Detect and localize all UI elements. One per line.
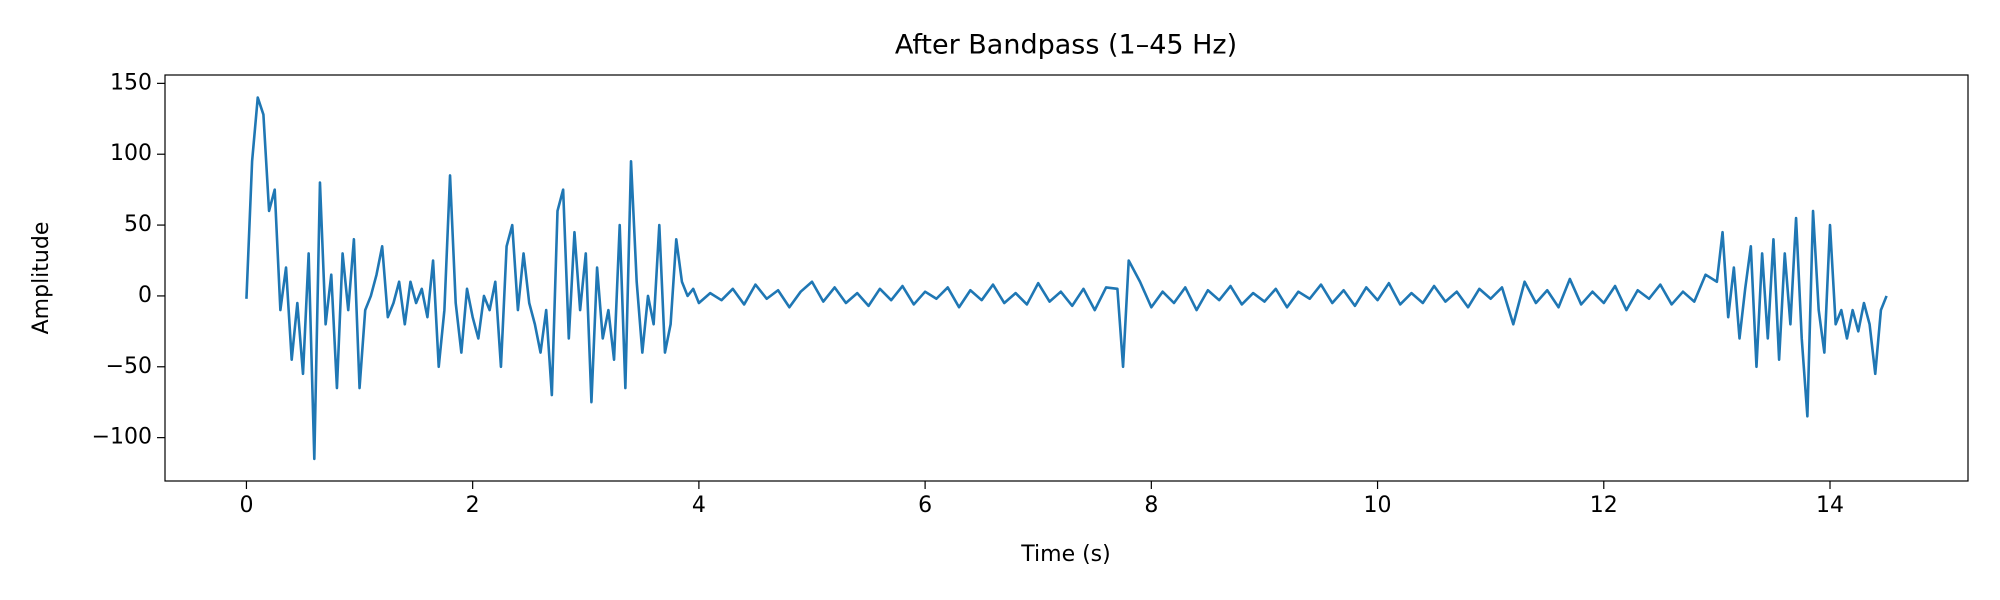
y-tick-label: 100 — [110, 141, 152, 166]
x-tick-label: 6 — [918, 493, 932, 518]
x-tick-label: 4 — [692, 493, 706, 518]
y-tick-label: −50 — [106, 354, 152, 379]
x-tick-label: 0 — [239, 493, 253, 518]
y-axis-label: Amplitude — [29, 222, 54, 335]
y-tick-label: 0 — [138, 283, 152, 308]
signal-line — [245, 96, 1888, 461]
x-tick-label: 10 — [1364, 493, 1392, 518]
y-tick-label: −100 — [92, 425, 152, 450]
x-tick-label: 14 — [1816, 493, 1844, 518]
chart-title: After Bandpass (1–45 Hz) — [895, 30, 1237, 61]
x-axis-label: Time (s) — [1020, 542, 1110, 567]
x-tick-label: 2 — [466, 493, 480, 518]
y-tick-label: 50 — [124, 212, 152, 237]
y-tick-label: 150 — [110, 70, 152, 95]
x-tick-label: 12 — [1590, 493, 1618, 518]
plot-frame — [164, 74, 1969, 482]
x-tick-label: 8 — [1144, 493, 1158, 518]
